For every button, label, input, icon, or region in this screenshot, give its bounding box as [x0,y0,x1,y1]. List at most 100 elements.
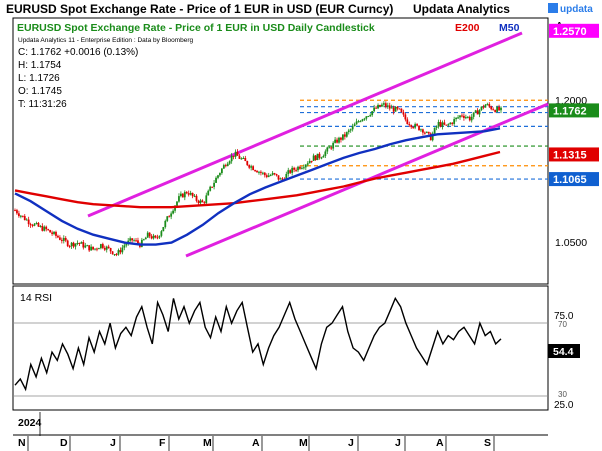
candle-body [480,106,483,110]
candle-body [285,173,288,181]
candle-body [250,166,253,168]
candle-body [392,107,395,112]
candle-body [414,124,417,128]
candle-body [33,223,36,226]
candle-body [406,119,409,125]
candle-body [113,254,116,256]
candle-body [295,169,297,171]
month-label-3: F [159,437,166,449]
candle-body [43,226,46,231]
candle-body [388,105,391,109]
candle-body [242,157,245,159]
candle-body [486,104,489,106]
rsi-line [14,296,502,392]
candle-body [470,116,473,121]
candle-body [252,166,255,171]
candle-body [312,155,315,161]
candle-body [422,129,424,133]
candle-body [246,161,249,166]
month-label-2: J [110,437,116,449]
candle-body [367,116,370,118]
candle-body [86,245,89,247]
candle-body [68,246,71,248]
candle-body [176,201,178,206]
price-tag-3: 1.1065 [553,174,587,186]
candle-body [381,104,383,107]
candle-body [207,190,210,196]
candle-body [293,167,296,170]
candle-body [156,237,159,239]
candle-body [189,192,192,195]
candles [14,101,502,257]
candle-body [111,251,114,255]
candle-body [41,225,44,231]
candle-body [336,139,338,143]
channel-upper-line [87,31,523,218]
time-axis: 2024 N D J F M A M J J A S [13,411,548,451]
price-plot-area [12,17,549,285]
rsi-tick-25: 25.0 [554,400,574,411]
candle-body [131,238,134,241]
candle-body [345,132,348,137]
candle-body [187,193,190,195]
candle-body [429,133,432,141]
candle-body [39,225,42,227]
candle-body [240,158,243,160]
legend-m50: M50 [499,22,520,34]
candle-body [304,164,307,168]
readout-close: C: 1.1762 +0.0016 (0.13%) [18,47,138,58]
data-source: Updata Analytics 11 - Enterprise Edition… [18,37,193,44]
candle-body [423,132,426,134]
candle-body [105,246,108,250]
candle-body [16,210,18,214]
candle-body [496,106,498,112]
candle-body [84,245,87,248]
candle-body [269,175,272,177]
candle-body [447,124,450,126]
candle-body [140,239,143,247]
price-panel: EURUSD Spot Exchange Rate - Price of 1 E… [12,17,549,285]
candle-body [78,242,81,244]
candle-body [451,122,454,124]
candle-body [398,108,401,110]
month-label-7: J [348,437,354,449]
candle-body [109,247,112,252]
candle-body [349,129,352,131]
candle-body [166,216,169,221]
candle-body [107,246,110,248]
candle-body [31,225,34,227]
candle-body [310,160,313,162]
time-axis-area [13,411,548,451]
candle-body [90,246,93,251]
candle-body [60,239,63,241]
month-label-9: A [436,437,444,449]
rsi-value-tag: 54.4 [553,346,574,358]
candle-body [168,216,171,218]
candle-body [70,242,73,247]
candle-body [101,244,104,248]
candle-body [144,237,147,240]
candle-body [369,115,372,117]
logo-icon [548,3,558,13]
candle-body [180,193,182,197]
candle-body [27,219,30,225]
candle-body [244,157,247,162]
candle-body [347,130,350,133]
candle-body [248,165,251,168]
candle-body [394,106,397,112]
e200-line [14,150,501,209]
candle-body [64,238,67,241]
candle-body [363,118,366,120]
candle-body [478,109,481,115]
candle-body [299,166,301,169]
candle-body [150,236,153,239]
price-tag-2: 1.1315 [553,149,587,161]
candle-body [96,248,98,250]
candle-body [404,114,407,120]
candle-body [234,151,237,157]
brand-name: Updata Analytics [413,2,510,16]
candle-body [82,242,85,248]
candle-body [37,222,40,227]
candle-body [51,232,53,234]
price-tag-1: 1.1762 [553,105,587,117]
